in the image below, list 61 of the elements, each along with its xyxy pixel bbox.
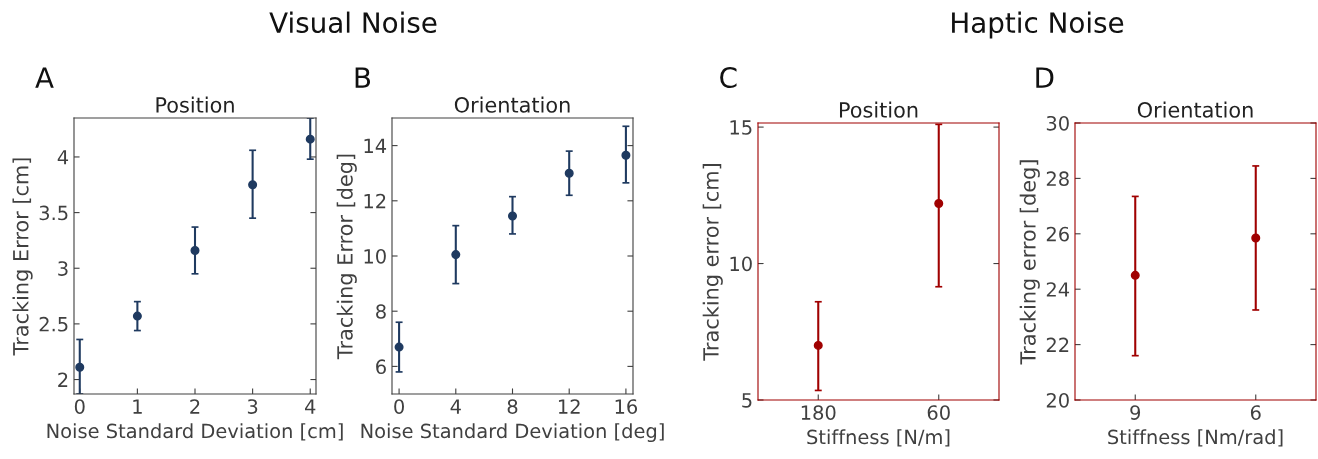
x-tick-label: 4: [305, 399, 316, 414]
y-tick-label: 24: [1046, 282, 1070, 297]
point: [305, 134, 315, 144]
x-tick-label: 2: [190, 399, 200, 414]
point: [451, 250, 461, 260]
point: [190, 245, 200, 255]
y-tick-label: 3.5: [39, 205, 68, 221]
y-axis-title: Tracking Error [deg]: [336, 154, 357, 360]
x-axis-title: Stiffness [N/m]: [807, 429, 950, 447]
x-tick-label: 3: [247, 399, 258, 414]
y-tick-label: 2.5: [39, 316, 68, 332]
y-axis-title: Tracking error [cm]: [702, 164, 723, 361]
y-tick-label: 10: [730, 256, 752, 272]
point: [132, 311, 142, 321]
x-axis-title: Noise Standard Deviation [deg]: [361, 423, 664, 443]
x-tick-label: 12: [558, 399, 580, 414]
point: [394, 342, 404, 352]
y-tick-label: 28: [1046, 171, 1069, 187]
point: [248, 180, 258, 190]
x-tick-label: 60: [927, 405, 950, 420]
y-tick-label: 14: [364, 138, 387, 153]
chart-title: Position: [156, 96, 234, 113]
text: A: [35, 67, 54, 88]
y-tick-label: 4: [57, 150, 69, 165]
point: [621, 150, 631, 160]
text: D: [1036, 67, 1054, 88]
chart-title: Orientation: [454, 96, 570, 113]
y-tick-label: 5: [742, 393, 752, 408]
x-axis-title: Noise Standard Deviation [cm]: [47, 423, 343, 441]
y-axis-title: Tracking error [deg]: [1019, 160, 1040, 365]
y-tick-label: 12: [364, 193, 386, 209]
x-tick-label: 9: [1130, 405, 1141, 420]
y-tick-label: 3: [58, 261, 68, 276]
x-tick-label: 4: [450, 399, 461, 414]
y-tick-label: 10: [364, 248, 386, 264]
x-tick-label: 0: [394, 399, 404, 414]
y-tick-label: 22: [1046, 337, 1069, 352]
text: Visual Noise: [269, 11, 437, 34]
text: B: [355, 67, 371, 88]
y-tick-label: 8: [376, 304, 386, 319]
x-tick-label: 6: [1250, 405, 1261, 420]
x-tick-label: 1: [133, 399, 142, 414]
y-tick-label: 2: [58, 372, 68, 387]
point: [75, 362, 85, 372]
x-tick-label: 8: [507, 399, 518, 414]
chart-title: Position: [839, 101, 918, 118]
x-tick-label: 180: [801, 405, 836, 420]
x-tick-label: 0: [74, 399, 85, 414]
y-tick-label: 6: [376, 359, 386, 375]
y-tick-label: 15: [730, 120, 752, 135]
text: C: [720, 67, 737, 89]
y-tick-label: 26: [1046, 226, 1069, 242]
y-tick-label: 30: [1046, 115, 1069, 131]
y-axis-title: Tracking Error [cm]: [12, 158, 33, 356]
point: [564, 168, 574, 178]
x-axis-title: Stiffness [Nm/rad]: [1108, 429, 1283, 447]
point: [507, 211, 518, 221]
x-tick-label: 16: [615, 399, 638, 414]
chart-title: Orientation: [1137, 101, 1253, 118]
y-tick-label: 20: [1046, 392, 1069, 408]
text: Haptic Noise: [952, 11, 1124, 39]
